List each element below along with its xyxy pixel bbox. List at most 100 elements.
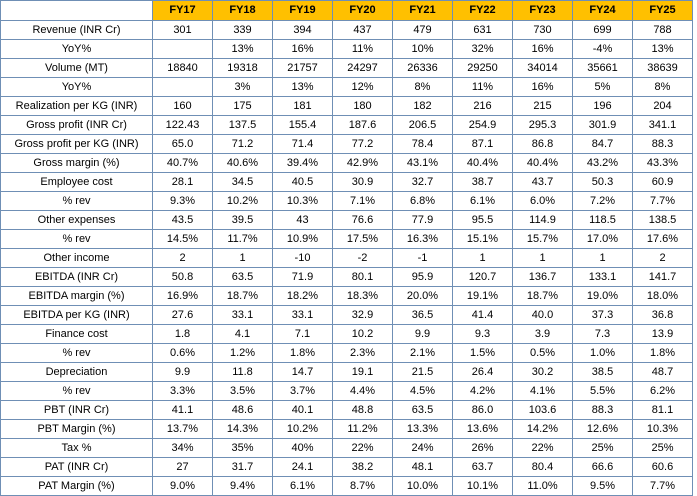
table-cell: 25% (572, 438, 633, 458)
row-label: YoY% (0, 39, 153, 59)
table-cell: 699 (572, 20, 633, 40)
table-cell: 19.1 (332, 362, 393, 382)
row-label: Gross margin (%) (0, 153, 153, 173)
table-cell: 81.1 (632, 400, 693, 420)
table-cell: 43.7 (512, 172, 573, 192)
table-cell: 13% (632, 39, 693, 59)
table-cell: 9.9 (152, 362, 213, 382)
table-cell: 3.9 (512, 324, 573, 344)
table-cell: 13% (212, 39, 273, 59)
table-cell: 18.7% (512, 286, 573, 306)
table-cell: 155.4 (272, 115, 333, 135)
table-cell: 1 (212, 248, 273, 268)
row-label: Employee cost (0, 172, 153, 192)
table-cell: 95.5 (452, 210, 513, 230)
table-cell: 80.4 (512, 457, 573, 477)
row-label: EBITDA (INR Cr) (0, 267, 153, 287)
table-cell: 95.9 (392, 267, 453, 287)
table-cell: -10 (272, 248, 333, 268)
table-cell: 141.7 (632, 267, 693, 287)
column-header-fy19: FY19 (272, 0, 333, 21)
table-cell: 66.6 (572, 457, 633, 477)
table-cell: 77.2 (332, 134, 393, 154)
table-cell: 9.9 (392, 324, 453, 344)
table-cell: 2 (152, 248, 213, 268)
table-cell: 40.4% (452, 153, 513, 173)
table-row: EBITDA (INR Cr) 50.8 63.5 71.9 80.1 95.9 120.7… (0, 267, 693, 287)
table-cell: 16% (512, 39, 573, 59)
table-cell: 9.0% (152, 476, 213, 496)
table-cell: 301.9 (572, 115, 633, 135)
table-body: Revenue (INR Cr) 301 339 394 437 479 631 730 699… (0, 20, 693, 496)
table-cell: 80.1 (332, 267, 393, 287)
table-header-row: FY17 FY18 FY19 FY20 FY21 FY22 FY23 FY24 FY25 (0, 0, 693, 21)
table-cell (152, 77, 213, 97)
table-cell: 10.0% (392, 476, 453, 496)
table-cell: 1 (512, 248, 573, 268)
table-cell: 3.7% (272, 381, 333, 401)
table-cell: -1 (392, 248, 453, 268)
table-cell: 4.1 (212, 324, 273, 344)
table-cell: 1.2% (212, 343, 273, 363)
table-cell (152, 39, 213, 59)
table-cell: 33.1 (272, 305, 333, 325)
table-cell: 3% (212, 77, 273, 97)
row-label: Other expenses (0, 210, 153, 230)
table-cell: 1.8% (272, 343, 333, 363)
table-cell: 36.8 (632, 305, 693, 325)
table-cell: 29250 (452, 58, 513, 78)
table-cell: 1 (572, 248, 633, 268)
table-cell: 48.6 (212, 400, 273, 420)
table-cell: 9.3% (152, 191, 213, 211)
row-label: Gross profit (INR Cr) (0, 115, 153, 135)
table-cell: 196 (572, 96, 633, 116)
table-cell: 31.7 (212, 457, 273, 477)
table-row: Finance cost 1.8 4.1 7.1 10.2 9.9 9.3 3.9 7.3 13.… (0, 324, 693, 344)
table-cell: 36.5 (392, 305, 453, 325)
table-cell: 17.5% (332, 229, 393, 249)
table-cell: 114.9 (512, 210, 573, 230)
row-label: Volume (MT) (0, 58, 153, 78)
table-row: Other expenses 43.5 39.5 43 76.6 77.9 95.5 114.… (0, 210, 693, 230)
table-cell: 103.6 (512, 400, 573, 420)
table-cell: 12.6% (572, 419, 633, 439)
table-cell: 33.1 (212, 305, 273, 325)
row-label: Revenue (INR Cr) (0, 20, 153, 40)
table-cell: 6.2% (632, 381, 693, 401)
table-cell: 43 (272, 210, 333, 230)
table-cell: 5.5% (572, 381, 633, 401)
table-cell: 3.5% (212, 381, 273, 401)
table-cell: 86.0 (452, 400, 513, 420)
row-label: Realization per KG (INR) (0, 96, 153, 116)
table-cell: 86.8 (512, 134, 573, 154)
table-cell: 26% (452, 438, 513, 458)
table-row: Gross profit per KG (INR) 65.0 71.2 71.4 77.… (0, 134, 693, 154)
table-cell: 16.9% (152, 286, 213, 306)
table-cell: 40.1 (272, 400, 333, 420)
row-label: EBITDA margin (%) (0, 286, 153, 306)
table-cell: 65.0 (152, 134, 213, 154)
table-cell: 17.6% (632, 229, 693, 249)
table-cell: 11% (332, 39, 393, 59)
table-cell: 2.3% (332, 343, 393, 363)
table-cell: 60.9 (632, 172, 693, 192)
table-cell: 18.0% (632, 286, 693, 306)
table-cell: 339 (212, 20, 273, 40)
table-cell: 8% (632, 77, 693, 97)
table-cell: 204 (632, 96, 693, 116)
table-cell: 32% (452, 39, 513, 59)
table-cell: 20.0% (392, 286, 453, 306)
table-row: % rev 0.6% 1.2% 1.8% 2.3% 2.1% 1.5% 0.5% 1.0% 1.8… (0, 343, 693, 363)
row-label: % rev (0, 191, 153, 211)
table-cell: 1.8 (152, 324, 213, 344)
table-cell: 30.9 (332, 172, 393, 192)
table-cell: 26336 (392, 58, 453, 78)
table-cell: 71.4 (272, 134, 333, 154)
table-row: % rev 3.3% 3.5% 3.7% 4.4% 4.5% 4.2% 4.1% 5.5% 6.2… (0, 381, 693, 401)
table-cell: 7.7% (632, 191, 693, 211)
table-cell: 87.1 (452, 134, 513, 154)
table-cell: 437 (332, 20, 393, 40)
table-row: Gross profit (INR Cr) 122.43 137.5 155.4 187… (0, 115, 693, 135)
table-cell: 21757 (272, 58, 333, 78)
table-cell: 13.7% (152, 419, 213, 439)
